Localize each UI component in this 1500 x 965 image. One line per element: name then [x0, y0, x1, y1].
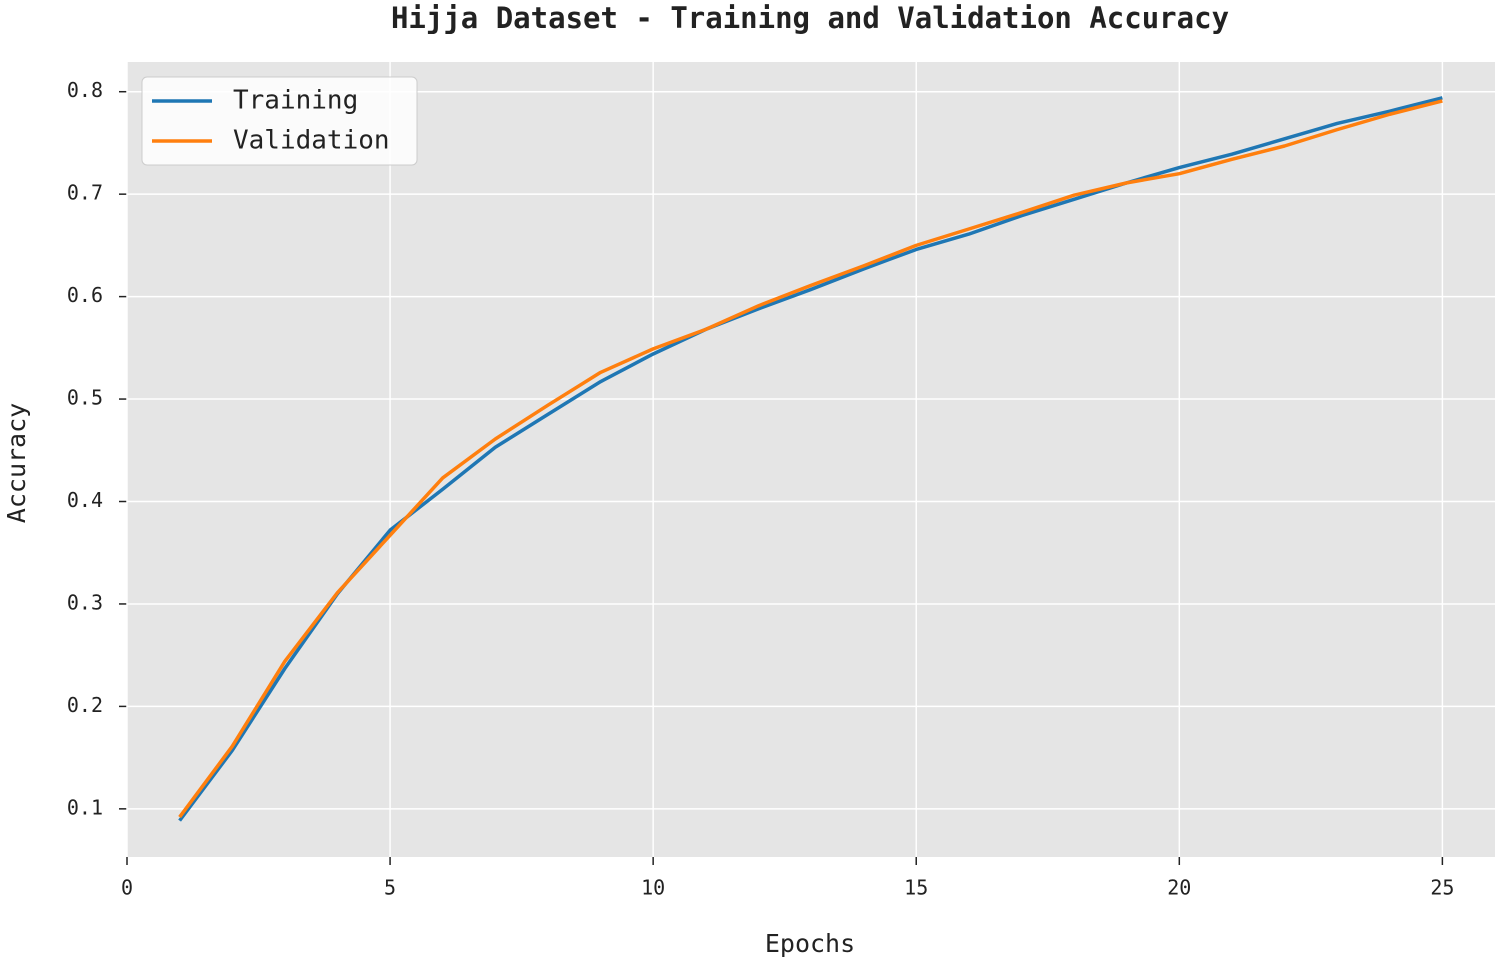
y-tick-label: 0.4	[67, 488, 103, 512]
x-tick-label: 15	[904, 876, 928, 900]
data-line	[178, 96, 1443, 822]
legend-label: Training	[233, 86, 358, 116]
legend-box	[141, 76, 418, 166]
x-tick-label: 20	[1167, 876, 1191, 900]
data-line	[178, 99, 1443, 819]
y-tick-label: 0.8	[67, 78, 103, 102]
y-tick-label: 0.5	[67, 386, 103, 410]
chart-title: Hijja Dataset - Training and Validation …	[391, 1, 1229, 35]
x-tick-label: 25	[1430, 876, 1454, 900]
y-tick-label: 0.1	[67, 795, 103, 819]
y-tick-label: 0.3	[67, 590, 103, 614]
y-tick-label: 0.6	[67, 283, 103, 307]
y-axis-label: Accuracy	[2, 403, 31, 523]
plot-area	[127, 62, 1495, 857]
x-tick-label: 5	[384, 876, 396, 900]
x-tick-label: 10	[641, 876, 665, 900]
y-tick-label: 0.2	[67, 693, 103, 717]
legend: Training Validation	[141, 76, 418, 166]
legend-label: Validation	[233, 126, 390, 156]
x-tick-label: 0	[121, 876, 133, 900]
x-axis-label: Epochs	[765, 929, 855, 958]
y-tick-label: 0.7	[67, 181, 103, 205]
